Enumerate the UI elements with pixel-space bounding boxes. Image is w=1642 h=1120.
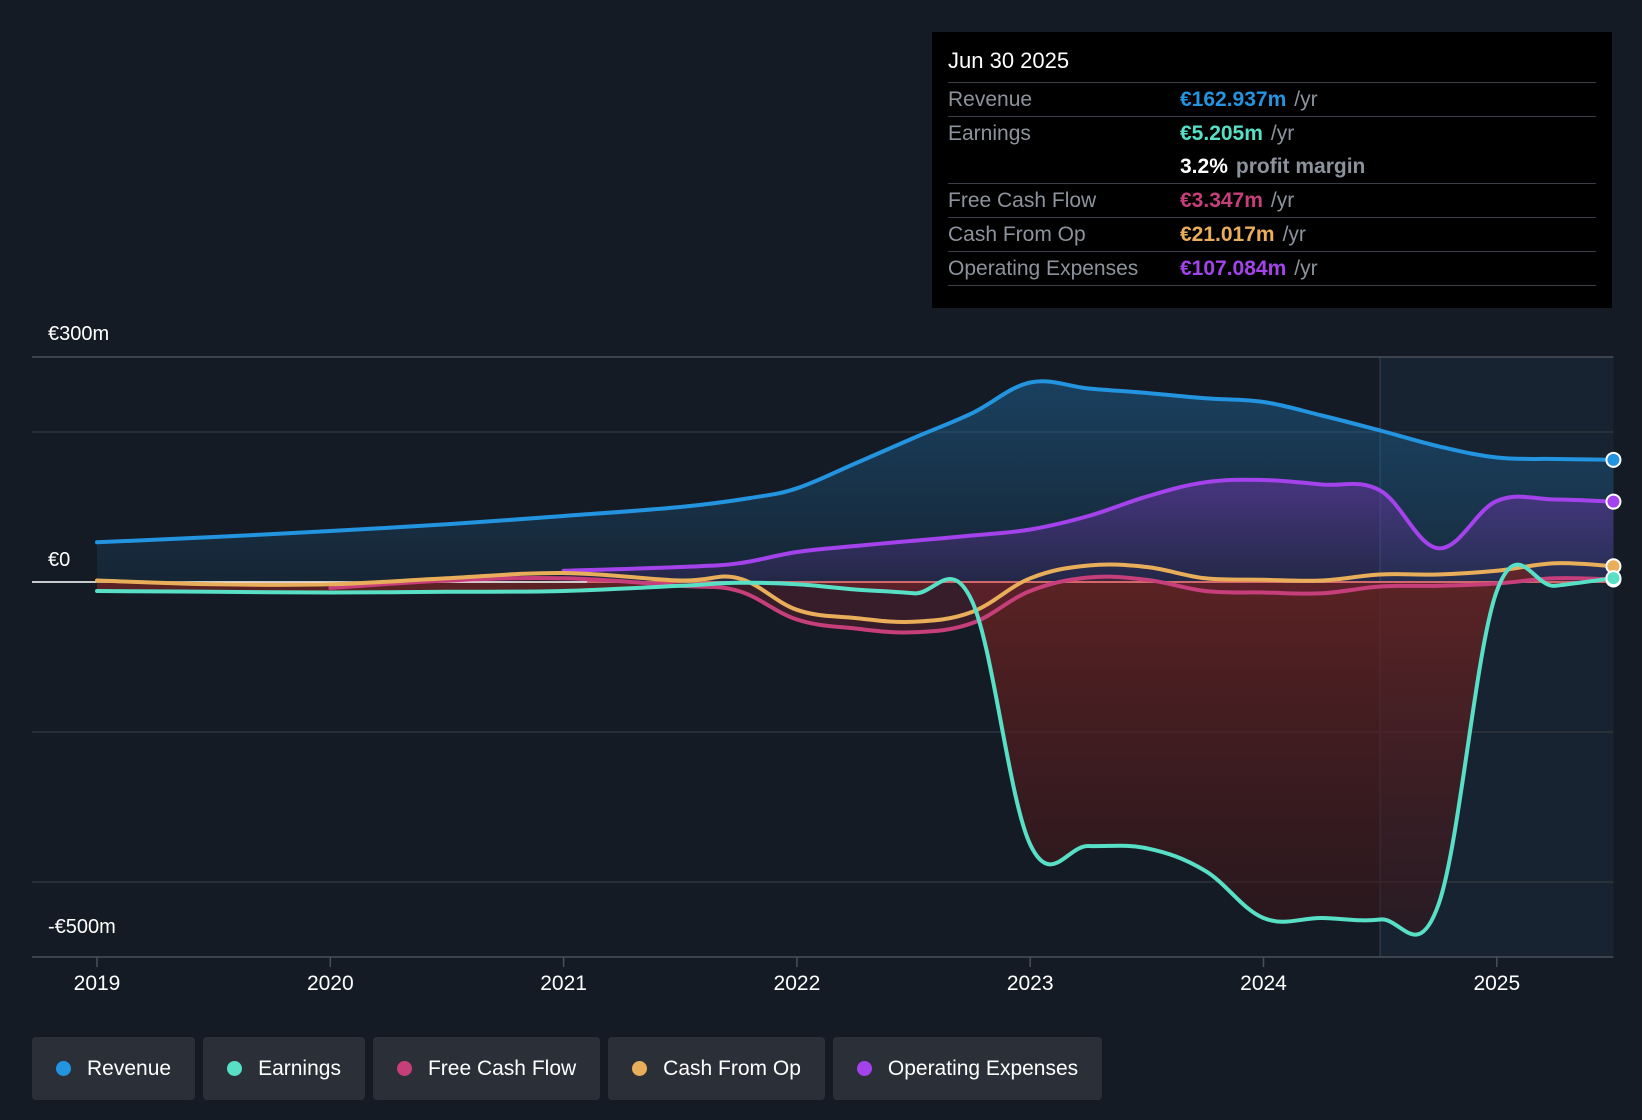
free-cash-flow-line bbox=[328, 574, 1616, 635]
legend-item-cash-from-op[interactable]: Cash From Op bbox=[608, 1037, 825, 1100]
x-tick-label: 2024 bbox=[1240, 972, 1287, 995]
tooltip-value-cfo: €21.017m bbox=[1180, 223, 1275, 246]
legend-dot-icon bbox=[396, 1061, 412, 1076]
financial-chart: €300m €0 -€500m 2019 2020 2021 2022 2023 2024 202… bbox=[32, 323, 1622, 995]
x-tick-label: 2022 bbox=[774, 972, 821, 995]
legend-item-operating-expenses[interactable]: Operating Expenses bbox=[832, 1037, 1103, 1100]
x-tick-label: 2020 bbox=[307, 972, 354, 995]
tooltip-unit: /yr bbox=[1270, 189, 1295, 212]
revenue-line bbox=[95, 379, 1616, 545]
tooltip-date: Jun 30 2025 bbox=[948, 46, 1596, 83]
legend-label: Operating Expenses bbox=[887, 1056, 1079, 1080]
cash-from-op-line bbox=[95, 561, 1616, 625]
legend: Revenue Earnings Free Cash Flow Cash Fro… bbox=[32, 1037, 1103, 1100]
legend-label: Free Cash Flow bbox=[427, 1056, 577, 1080]
x-tick-label: 2025 bbox=[1473, 972, 1520, 995]
tooltip-panel: Jun 30 2025 Revenue €162.937m /yr Earnin… bbox=[932, 32, 1612, 308]
tooltip-label: Free Cash Flow bbox=[948, 189, 1097, 212]
legend-dot-icon bbox=[632, 1061, 648, 1076]
tooltip-value-opex: €107.084m bbox=[1180, 257, 1287, 280]
tooltip-label: Revenue bbox=[948, 88, 1033, 111]
x-tick-label: 2019 bbox=[74, 972, 121, 995]
tooltip-label: Cash From Op bbox=[948, 223, 1086, 246]
legend-label: Earnings bbox=[258, 1056, 341, 1080]
tooltip-unit: /yr bbox=[1282, 223, 1306, 246]
tooltip-unit: /yr bbox=[1294, 88, 1318, 111]
tooltip-value-margin: 3.2% bbox=[1180, 155, 1228, 178]
legend-label: Cash From Op bbox=[663, 1056, 801, 1080]
tooltip-unit: /yr bbox=[1270, 122, 1295, 145]
legend-item-earnings[interactable]: Earnings bbox=[203, 1037, 365, 1100]
tooltip-row-fcf: Free Cash Flow €3.347m /yr bbox=[948, 184, 1596, 218]
tooltip-row-opex: Operating Expenses €107.084m /yr bbox=[948, 252, 1596, 286]
earnings-end-point bbox=[1605, 570, 1622, 587]
legend-label: Revenue bbox=[87, 1056, 172, 1080]
legend-item-free-cash-flow[interactable]: Free Cash Flow bbox=[372, 1037, 601, 1100]
revenue-end-point bbox=[1605, 451, 1622, 468]
tooltip-value-earnings: €5.205m bbox=[1180, 122, 1263, 145]
legend-item-revenue[interactable]: Revenue bbox=[32, 1037, 196, 1100]
x-tick-label: 2021 bbox=[540, 972, 587, 995]
tooltip-label: Operating Expenses bbox=[948, 257, 1139, 280]
y-tick-label: -€500m bbox=[48, 916, 116, 938]
tooltip-row-earnings: Earnings €5.205m /yr bbox=[948, 117, 1596, 150]
tooltip-value-fcf: €3.347m bbox=[1180, 189, 1263, 212]
earnings-area bbox=[97, 564, 1614, 935]
x-tick-label: 2023 bbox=[1007, 972, 1054, 995]
legend-dot-icon bbox=[56, 1061, 71, 1076]
operating-expenses-line bbox=[561, 477, 1616, 573]
earnings-line bbox=[95, 562, 1616, 937]
y-tick-label: €0 bbox=[48, 549, 70, 571]
legend-dot-icon bbox=[227, 1061, 243, 1076]
legend-dot-icon bbox=[856, 1061, 872, 1076]
y-tick-label: €300m bbox=[48, 323, 109, 345]
tooltip-row-cfo: Cash From Op €21.017m /yr bbox=[948, 218, 1596, 252]
tooltip-unit: /yr bbox=[1294, 257, 1318, 280]
operating-expenses-end-point bbox=[1605, 493, 1622, 510]
tooltip-label: Earnings bbox=[948, 122, 1031, 145]
tooltip-row-margin: 3.2% profit margin bbox=[948, 150, 1596, 184]
tooltip-row-revenue: Revenue €162.937m /yr bbox=[948, 83, 1596, 117]
tooltip-margin-text: profit margin bbox=[1235, 155, 1366, 178]
operating-expenses-area bbox=[563, 479, 1614, 582]
tooltip-value-revenue: €162.937m bbox=[1180, 88, 1287, 111]
